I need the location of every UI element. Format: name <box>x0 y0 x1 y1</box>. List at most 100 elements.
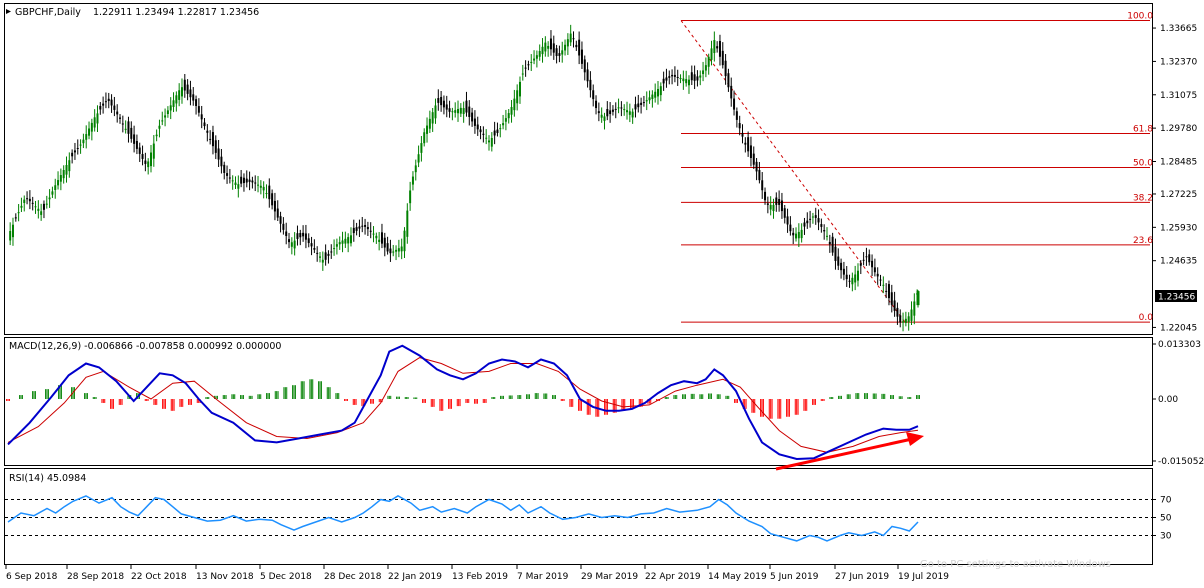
candle-bull <box>907 316 910 322</box>
macd-histogram-bar <box>362 399 364 407</box>
candle-bear <box>99 105 102 110</box>
macd-histogram-bar <box>832 397 834 399</box>
candle-bull <box>541 46 544 55</box>
candle-bear <box>899 315 902 323</box>
macd-histogram-bar <box>60 385 62 399</box>
candle-bear <box>197 106 200 113</box>
macd-histogram-bar <box>604 399 606 415</box>
macd-histogram-bar <box>268 393 270 399</box>
macd-histogram-bar <box>735 399 737 403</box>
candle-bull <box>457 108 460 114</box>
candle-bear <box>662 78 665 84</box>
candle-bear <box>268 185 271 200</box>
candle-bull <box>395 249 398 252</box>
date-tick-label: 22 Jan 2019 <box>388 572 442 582</box>
candle-bull <box>502 123 505 126</box>
macd-histogram-bar <box>708 393 710 399</box>
candle-bear <box>366 227 369 230</box>
macd-histogram-bar <box>881 393 883 399</box>
candle-bull <box>564 44 567 51</box>
rsi-tick-label: 30 <box>1160 532 1172 542</box>
candle-bear <box>885 290 888 292</box>
candle-bear <box>828 241 831 245</box>
candle-bear <box>730 85 733 99</box>
candle-bear <box>871 260 874 268</box>
candle-bull <box>713 40 716 54</box>
macd-histogram-bar <box>494 397 496 399</box>
candle-bear <box>595 100 598 109</box>
candle-bear <box>211 132 214 147</box>
macd-histogram-bar <box>872 393 874 399</box>
candle-bull <box>40 211 43 215</box>
candle-bear <box>195 99 198 106</box>
candle-bull <box>265 193 268 195</box>
candle-bear <box>304 233 307 240</box>
candle-bull <box>82 139 85 144</box>
macd-histogram-bar <box>622 399 624 411</box>
candle-bear <box>859 263 862 266</box>
candle-bull <box>454 110 457 113</box>
candle-bear <box>223 164 226 173</box>
macd-histogram-bar <box>404 397 406 399</box>
candle-bull <box>507 113 510 119</box>
candle-bull <box>62 170 65 179</box>
macd-indicator <box>6 344 920 461</box>
macd-histogram-bar <box>796 399 798 415</box>
macd-histogram-bar <box>302 381 304 399</box>
candle-bear <box>271 193 274 206</box>
macd-histogram-bar <box>517 395 519 399</box>
candle-bear <box>752 153 755 165</box>
candle-bear <box>642 102 645 104</box>
candle-bear <box>358 226 361 229</box>
macd-histogram-bar <box>84 393 86 399</box>
macd-histogram-bar <box>95 397 97 399</box>
macd-histogram-bar <box>621 399 623 411</box>
candle-bull <box>57 180 60 186</box>
macd-histogram-bar <box>231 394 233 399</box>
macd-histogram-bar <box>390 395 392 399</box>
candle-bear <box>276 208 279 218</box>
candle-bull <box>462 108 465 115</box>
candle-bull <box>262 186 265 191</box>
macd-histogram-bar <box>788 399 790 417</box>
candle-bear <box>200 114 203 120</box>
candle-bear <box>310 243 313 247</box>
macd-histogram-bar <box>650 399 652 404</box>
candle-bull <box>20 205 23 208</box>
macd-histogram-bar <box>508 395 510 399</box>
macd-histogram-bar <box>387 395 389 399</box>
candle-bull <box>685 79 688 84</box>
macd-histogram-bar <box>543 393 545 399</box>
candle-bull <box>372 233 375 235</box>
macd-histogram-bar <box>440 399 442 411</box>
candle-bear <box>442 100 445 108</box>
macd-histogram-bar <box>656 399 658 401</box>
macd-histogram-bar <box>699 394 701 399</box>
candle-bear <box>741 132 744 137</box>
candle-bear <box>203 122 206 127</box>
macd-histogram-bar <box>511 395 513 399</box>
candle-bear <box>792 232 795 236</box>
macd-histogram-bar <box>310 379 312 399</box>
macd-histogram-bar <box>257 394 259 399</box>
candle-bear <box>716 46 719 49</box>
macd-histogram-bar <box>33 391 35 399</box>
candle-bear <box>665 77 668 81</box>
macd-histogram-bar <box>875 393 877 399</box>
candle-bull <box>518 81 521 97</box>
macd-histogram-bar <box>718 394 720 399</box>
macd-histogram-bar <box>326 387 328 399</box>
macd-histogram-bar <box>309 379 311 399</box>
macd-histogram-bar <box>752 399 754 413</box>
macd-histogram-bar <box>260 394 262 399</box>
candle-bull <box>414 165 417 173</box>
macd-label: MACD(12,26,9) -0.006866 -0.007858 0.0009… <box>9 341 281 352</box>
macd-histogram-bar <box>456 399 458 407</box>
macd-histogram-bar <box>370 399 372 404</box>
candle-bear <box>586 69 589 82</box>
macd-histogram-bar <box>502 395 504 399</box>
macd-histogram-bar <box>433 399 435 407</box>
candle-bull <box>882 284 885 286</box>
macd-histogram-bar <box>45 389 47 399</box>
macd-histogram-bar <box>820 399 822 401</box>
